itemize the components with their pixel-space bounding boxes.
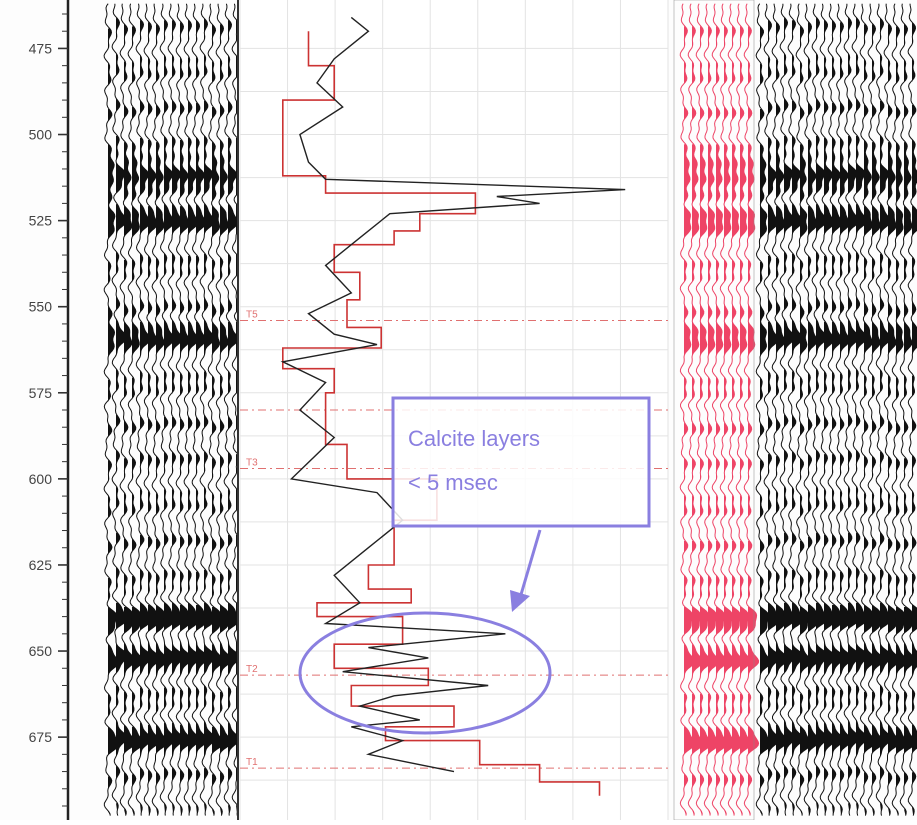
wiggle-trace bbox=[207, 3, 224, 816]
wiggle-trace bbox=[159, 3, 177, 816]
trace-fill bbox=[148, 22, 160, 816]
wiggle-trace bbox=[875, 3, 893, 816]
wiggle-trace bbox=[891, 3, 908, 816]
trace-fill bbox=[872, 24, 884, 816]
y-tick-label: 675 bbox=[29, 729, 53, 745]
trace-fill bbox=[156, 24, 168, 816]
trace-fill bbox=[108, 3, 119, 816]
synthetic-trace bbox=[743, 3, 760, 816]
annotation-arrow-head bbox=[510, 590, 530, 612]
trace-fill bbox=[912, 22, 917, 816]
time-axis: 475 500 525 550 575 600 625 650 675 bbox=[29, 0, 70, 820]
wiggle-trace bbox=[167, 3, 185, 816]
wiggle-trace bbox=[899, 3, 916, 816]
wiggle-trace bbox=[183, 3, 201, 816]
trace-fill bbox=[864, 24, 876, 816]
trace-fill bbox=[228, 20, 238, 816]
wiggle-trace bbox=[199, 3, 217, 816]
wiggle-trace bbox=[867, 3, 884, 816]
trace-fill bbox=[904, 24, 916, 816]
wiggle-trace bbox=[231, 3, 238, 816]
wiggle-trace bbox=[215, 3, 233, 816]
wiggle-trace bbox=[907, 3, 917, 816]
horizon-marker-label: T5 bbox=[246, 309, 258, 320]
wiggle-trace bbox=[763, 3, 781, 816]
wiggle-trace bbox=[827, 3, 845, 816]
wiggle-trace bbox=[755, 3, 772, 816]
trace-fill bbox=[776, 22, 788, 816]
seismic-traces-left-panel bbox=[103, 3, 238, 816]
wiggle-trace bbox=[851, 3, 868, 816]
y-tick-label: 475 bbox=[29, 40, 53, 56]
wiggle-trace bbox=[811, 3, 828, 816]
wiggle-trace bbox=[883, 3, 900, 816]
annotation-box bbox=[391, 396, 651, 528]
wiggle-trace bbox=[803, 3, 821, 816]
trace-fill bbox=[180, 22, 192, 816]
wiggle-trace bbox=[771, 3, 789, 816]
raw-log-curve bbox=[280, 16, 626, 773]
trace-fill bbox=[132, 26, 144, 816]
calcite-ellipse bbox=[298, 611, 552, 735]
annotation-text-line1: Calcite layers bbox=[408, 426, 540, 451]
y-tick-label: 625 bbox=[29, 557, 53, 573]
synthetic-panel-frame bbox=[673, 0, 755, 820]
synthetic-trace bbox=[719, 3, 736, 816]
y-tick-label: 600 bbox=[29, 471, 53, 487]
y-tick-label: 650 bbox=[29, 643, 53, 659]
wiggle-trace bbox=[779, 3, 796, 816]
wiggle-trace bbox=[151, 3, 168, 816]
wiggle-trace bbox=[119, 3, 136, 816]
wiggle-trace bbox=[835, 3, 853, 816]
annotation-arrow-shaft bbox=[518, 529, 542, 599]
wiggle-trace bbox=[819, 3, 837, 816]
synthetic-trace bbox=[727, 3, 744, 816]
wiggle-trace bbox=[111, 3, 128, 816]
annotation-text-line2: < 5 msec bbox=[408, 470, 498, 495]
y-tick-label: 575 bbox=[29, 385, 53, 401]
wiggle-trace bbox=[135, 3, 153, 816]
trace-fill bbox=[220, 24, 232, 816]
y-tick-label: 525 bbox=[29, 213, 53, 229]
log-curves bbox=[280, 16, 626, 796]
wiggle-trace bbox=[859, 3, 877, 816]
horizon-marker-label: T2 bbox=[246, 664, 258, 675]
trace-fill bbox=[808, 22, 820, 816]
wiggle-trace bbox=[127, 3, 144, 816]
synthetic-trace bbox=[687, 3, 704, 816]
y-tick-label: 500 bbox=[29, 127, 53, 143]
synthetic-trace bbox=[735, 3, 752, 816]
wiggle-trace bbox=[191, 3, 209, 816]
horizon-marker-label: T3 bbox=[246, 458, 258, 469]
calcite-annotation: Calcite layers < 5 msec bbox=[298, 396, 651, 735]
blocked-log-curve bbox=[282, 31, 601, 796]
seismic-traces-right-panel bbox=[673, 0, 917, 820]
wiggle-trace bbox=[795, 3, 812, 816]
trace-fill bbox=[888, 24, 900, 816]
synthetic-trace bbox=[711, 3, 728, 816]
synthetic-trace bbox=[695, 3, 712, 816]
horizon-marker-label: T1 bbox=[246, 757, 258, 768]
synthetic-trace bbox=[679, 3, 696, 816]
wiggle-trace bbox=[787, 3, 805, 816]
wiggle-trace bbox=[103, 3, 120, 816]
wiggle-trace bbox=[223, 3, 238, 816]
synthetic-trace bbox=[703, 3, 720, 816]
wiggle-trace bbox=[143, 3, 161, 816]
trace-fill bbox=[212, 24, 224, 816]
wiggle-trace bbox=[175, 3, 193, 816]
y-tick-label: 550 bbox=[29, 299, 53, 315]
wiggle-trace bbox=[843, 3, 860, 816]
trace-fill bbox=[124, 24, 136, 816]
